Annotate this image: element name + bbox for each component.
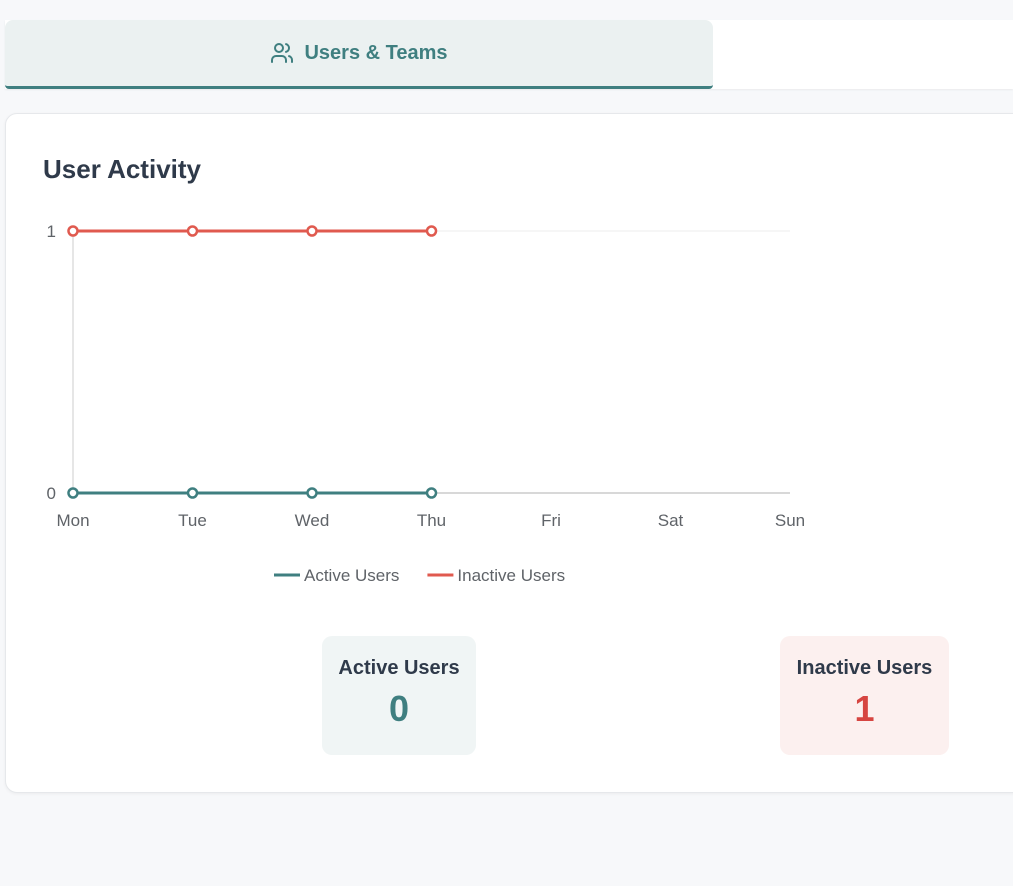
x-tick-label: Tue: [178, 511, 207, 530]
inactive-users-value: 1: [854, 688, 875, 729]
active-users-stat: Active Users 0: [322, 636, 476, 755]
active-users-label: Active Users: [338, 657, 460, 679]
card-title: User Activity: [43, 154, 201, 184]
data-point: [186, 487, 199, 499]
x-tick-label: Sat: [658, 511, 684, 530]
data-point: [186, 225, 199, 237]
legend-label: Inactive Users: [457, 566, 565, 585]
activity-line-chart: 0 1 Mon Tue Wed Thu Fri Sat Sun Active Users Inac…: [47, 222, 806, 585]
inactive-users-label: Inactive Users: [796, 657, 933, 679]
active-users-value: 0: [388, 688, 410, 729]
inactive-users-stat: Inactive Users 1: [780, 636, 949, 755]
tab-label: Users & Teams: [304, 41, 448, 64]
data-point: [425, 487, 438, 499]
legend-label: Active Users: [304, 566, 399, 585]
x-tick-label: Thu: [417, 511, 446, 530]
y-tick-label: 1: [47, 222, 56, 241]
tabs-bar: Users & Teams: [5, 20, 1013, 89]
data-point: [306, 487, 318, 499]
x-tick-label: Mon: [56, 511, 89, 530]
y-tick-label: 0: [47, 484, 56, 503]
data-point: [67, 487, 79, 499]
data-point: [425, 225, 438, 237]
x-tick-label: Wed: [295, 511, 330, 530]
tab-users-teams[interactable]: Users & Teams: [5, 20, 713, 89]
x-tick-label: Fri: [541, 511, 561, 530]
users-icon: [270, 41, 294, 65]
data-point: [306, 225, 318, 237]
data-point: [67, 225, 79, 237]
x-tick-label: Sun: [775, 511, 805, 530]
user-activity-card: User Activity 0 1 Mon Tue Wed Thu Fri Sat Sun Ac…: [5, 113, 1013, 793]
